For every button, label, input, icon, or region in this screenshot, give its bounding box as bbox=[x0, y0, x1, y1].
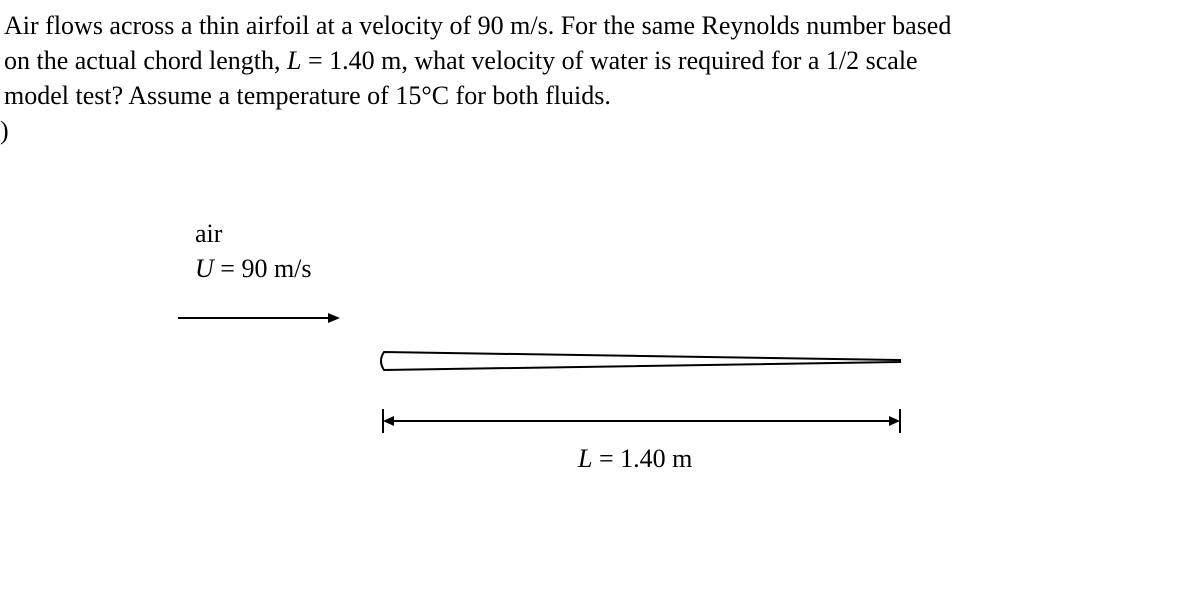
dimension-line bbox=[378, 406, 908, 436]
chord-symbol: L bbox=[287, 46, 301, 75]
fluid-name: air bbox=[195, 216, 312, 251]
airfoil-path bbox=[381, 352, 900, 370]
line1: Air flows across a thin airfoil at a vel… bbox=[4, 11, 951, 40]
arrow-head bbox=[328, 313, 340, 323]
u-symbol: U bbox=[195, 254, 214, 283]
dimension-label: L = 1.40 m bbox=[578, 444, 692, 474]
flow-label: air U = 90 m/s bbox=[195, 216, 312, 286]
flow-arrow bbox=[178, 308, 348, 328]
problem-statement: Air flows across a thin airfoil at a vel… bbox=[0, 0, 1198, 113]
airfoil-shape bbox=[378, 348, 908, 374]
line2b: = 1.40 m, what velocity of water is requ… bbox=[302, 46, 918, 75]
dim-L-symbol: L bbox=[578, 444, 592, 473]
dim-arrow-right bbox=[889, 416, 900, 426]
line3: model test? Assume a temperature of 15°C… bbox=[4, 81, 611, 110]
dim-arrow-left bbox=[383, 416, 394, 426]
line2a: on the actual chord length, bbox=[4, 46, 287, 75]
velocity-label: U = 90 m/s bbox=[195, 251, 312, 286]
dim-L-value: = 1.40 m bbox=[592, 444, 692, 473]
stray-paren: ) bbox=[0, 116, 9, 146]
u-value: = 90 m/s bbox=[214, 254, 312, 283]
